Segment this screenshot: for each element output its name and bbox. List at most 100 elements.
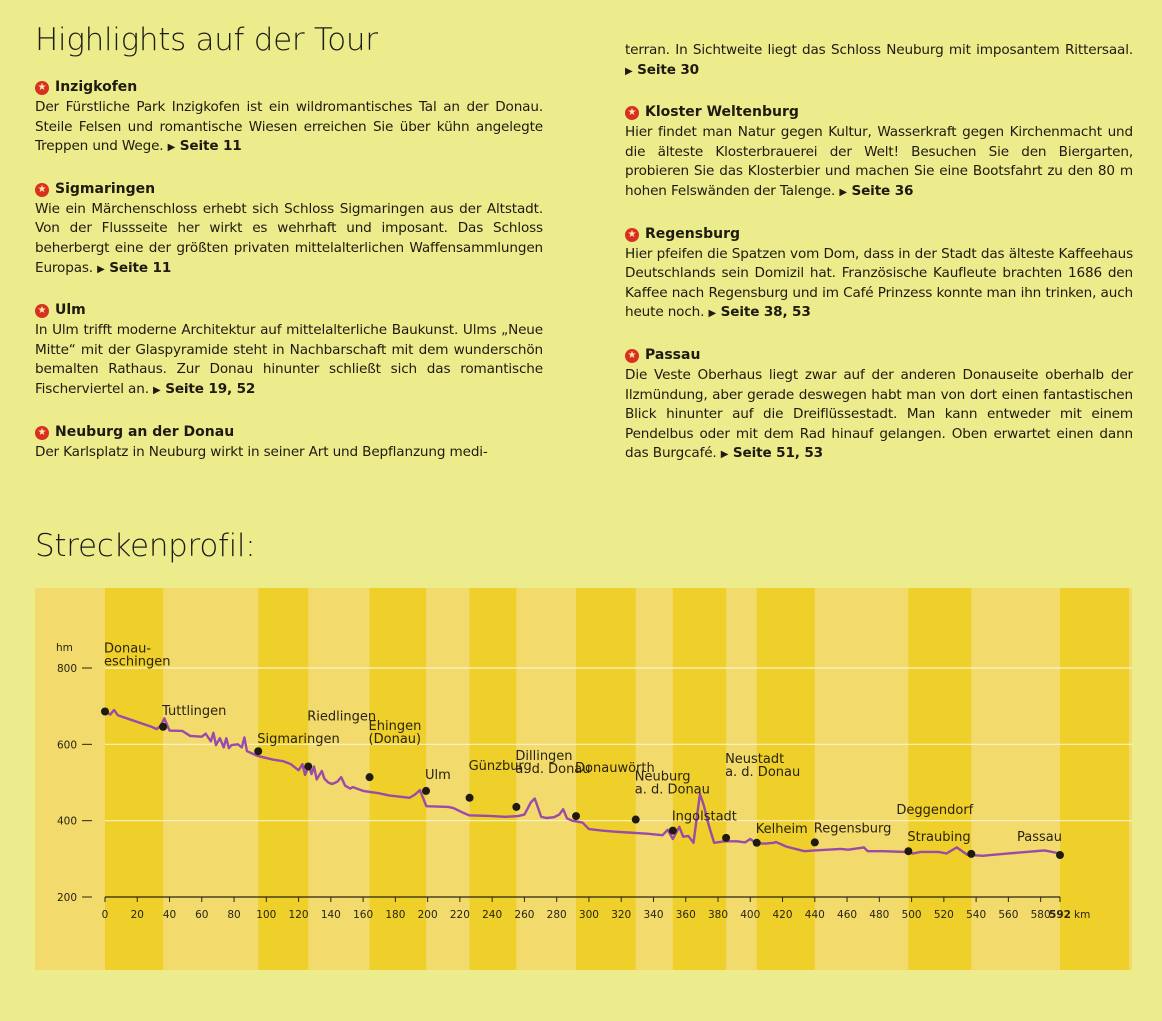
highlight-text: terran. In Sichtweite liegt das Schloss … — [625, 42, 1133, 58]
arrow-right-icon: ▶ — [625, 65, 633, 77]
stop-marker — [101, 707, 109, 716]
chart-axes: 0 20 40 60 80 100 120 140 160 180 200 220 240 260 280 3… — [56, 642, 1090, 921]
x-tick-label: 120 — [289, 909, 309, 921]
stop-label: Deggendorf — [896, 803, 973, 818]
x-tick-label: 420 — [773, 909, 793, 921]
highlight-name: Regensburg — [645, 225, 741, 242]
x-tick-label: 560 — [998, 909, 1018, 921]
x-tick-label: 80 — [227, 909, 240, 921]
stop-label: a. d. Donau — [635, 783, 710, 798]
chart-band — [1060, 588, 1129, 970]
highlight-name: Inzigkofen — [55, 79, 138, 96]
stop-label: Kelheim — [756, 822, 808, 837]
page-reference[interactable]: Seite 51, 53 — [732, 445, 823, 462]
elevation-line — [104, 708, 1061, 857]
star-badge-icon: ★ — [625, 348, 639, 363]
highlight-entry-continued: terran. In Sichtweite liegt das Schloss … — [625, 41, 1133, 81]
x-tick-label: 200 — [418, 909, 438, 921]
x-tick-label: 520 — [934, 909, 954, 921]
chart-band — [469, 588, 517, 970]
x-tick-label: 40 — [163, 909, 176, 921]
page-reference[interactable]: Seite 19, 52 — [165, 380, 256, 397]
stop-marker — [422, 786, 431, 795]
stop-label: Donauwörth — [575, 761, 655, 776]
x-tick-label: 500 — [902, 909, 922, 921]
x-tick-label: 280 — [547, 909, 567, 921]
highlight-entry: ★ Sigmaringen Wie ein Märchenschloss erhe… — [35, 180, 543, 279]
stop-label: Sigmaringen — [257, 732, 339, 747]
x-tick-label: 580 — [1031, 909, 1051, 921]
chart-markers — [101, 707, 1064, 860]
stop-label: Neuburg — [635, 770, 691, 785]
chart-bands — [35, 588, 1132, 970]
highlight-text: Wie ein Märchenschloss erhebt sich Schlo… — [35, 200, 543, 276]
x-tick-label: 160 — [353, 909, 373, 921]
stop-label: Passau — [1017, 830, 1062, 845]
x-tick-label: 592 — [1049, 909, 1071, 921]
highlight-text: Hier findet man Natur gegen Kultur, Wass… — [625, 124, 1133, 199]
highlight-name: Ulm — [55, 302, 86, 319]
highlight-name: Passau — [645, 347, 701, 364]
highlight-text: In Ulm trifft moderne Architektur auf mi… — [35, 322, 543, 397]
x-tick-label: 440 — [805, 909, 825, 921]
stop-label: Riedlingen — [307, 709, 376, 724]
x-tick-label: 300 — [579, 909, 599, 921]
stop-marker — [159, 722, 168, 731]
x-tick-label: 20 — [131, 909, 144, 921]
arrow-right-icon: ▶ — [839, 186, 847, 198]
star-badge-icon: ★ — [625, 227, 639, 242]
chart-band — [369, 588, 427, 970]
highlight-name: Neuburg an der Donau — [55, 423, 235, 440]
x-axis-label: km — [1074, 909, 1090, 921]
stop-label: Dillingen — [515, 749, 572, 764]
page-reference[interactable]: Seite 30 — [637, 61, 699, 78]
y-tick-label: 800 — [57, 663, 77, 675]
x-tick-label: 180 — [385, 909, 405, 921]
arrow-right-icon: ▶ — [97, 263, 105, 275]
arrow-right-icon: ▶ — [167, 142, 176, 154]
x-tick-label: 460 — [837, 909, 857, 921]
page-reference[interactable]: Seite 11 — [109, 259, 172, 276]
x-tick-label: 100 — [256, 909, 276, 921]
highlight-entry: ★ Kloster Weltenburg Hier findet man Natu… — [625, 103, 1133, 202]
x-tick-label: 540 — [966, 909, 986, 921]
stop-label: Tuttlingen — [161, 704, 226, 719]
stop-marker — [722, 833, 731, 842]
page-reference[interactable]: Seite 36 — [851, 182, 914, 199]
stop-label: Straubing — [907, 830, 970, 845]
stop-marker — [304, 762, 313, 771]
stop-label: Ulm — [425, 768, 451, 783]
page-reference[interactable]: Seite 11 — [179, 138, 242, 155]
highlight-entry: ★ Regensburg Hier pfeifen die Spatzen vom… — [625, 225, 1133, 324]
stop-label: Donau- — [104, 642, 151, 657]
x-tick-label: 60 — [195, 909, 208, 921]
y-tick-label: 600 — [57, 739, 77, 751]
arrow-right-icon: ▶ — [720, 449, 729, 461]
highlights-column-left: ★ Inzigkofen Der Fürstliche Park Inzigkof… — [35, 78, 543, 484]
stop-marker — [254, 747, 263, 756]
x-tick-label: 260 — [514, 909, 534, 921]
stop-label: Ehingen — [369, 719, 422, 734]
x-tick-label: 240 — [482, 909, 502, 921]
star-badge-icon: ★ — [35, 425, 49, 440]
x-tick-label: 340 — [643, 909, 663, 921]
stop-marker — [752, 838, 761, 847]
star-badge-icon: ★ — [625, 106, 639, 121]
stop-marker — [904, 847, 913, 856]
stop-marker — [512, 802, 521, 811]
stop-marker — [1056, 851, 1064, 860]
chart-labels: Donau-eschingen Tuttlingen Sigmaringen Ried… — [104, 642, 1062, 846]
x-tick-label: 320 — [611, 909, 631, 921]
x-tick-label: 380 — [708, 909, 728, 921]
chart-band — [908, 588, 972, 970]
arrow-right-icon: ▶ — [708, 308, 717, 320]
stop-label: (Donau) — [369, 732, 422, 747]
highlight-entry: ★ Passau Die Veste Oberhaus liegt zwar au… — [625, 346, 1133, 465]
stop-label: a. d. Donau — [725, 765, 800, 780]
page-reference[interactable]: Seite 38, 53 — [720, 304, 811, 321]
star-badge-icon: ★ — [35, 304, 49, 319]
highlights-column-right: terran. In Sichtweite liegt das Schloss … — [625, 41, 1133, 487]
x-tick-label: 140 — [321, 909, 341, 921]
x-tick-label: 480 — [869, 909, 889, 921]
